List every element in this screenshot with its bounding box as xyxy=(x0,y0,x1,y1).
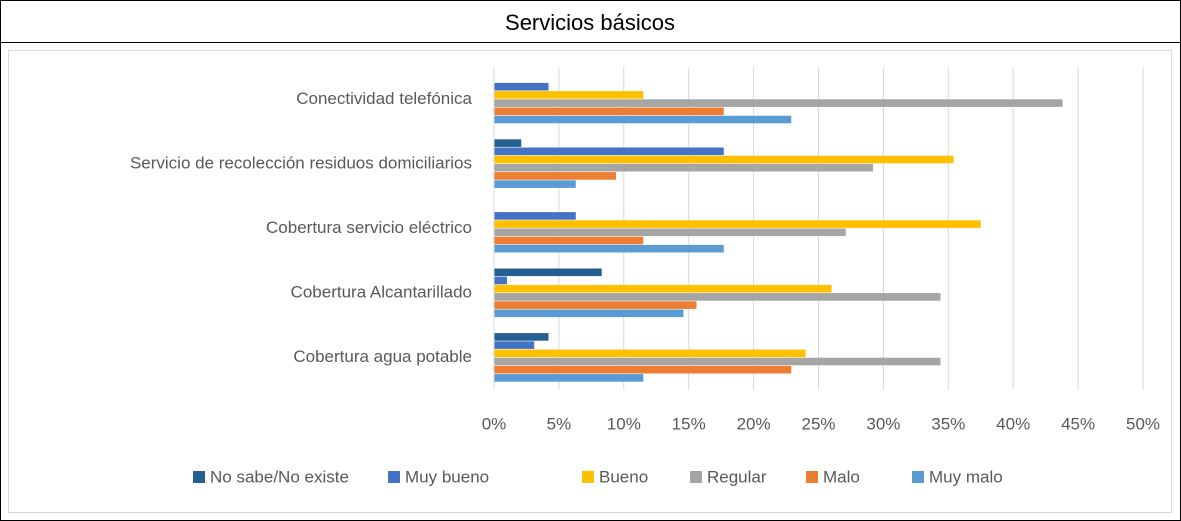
legend-label: Muy bueno xyxy=(405,467,489,486)
bar xyxy=(494,309,684,318)
x-tick-label: 25% xyxy=(801,414,835,433)
x-tick-label: 40% xyxy=(996,414,1030,433)
x-tick-label: 10% xyxy=(607,414,641,433)
legend-swatch xyxy=(193,471,205,483)
bar xyxy=(494,212,576,220)
bar xyxy=(494,155,954,164)
bar xyxy=(494,284,832,293)
bar xyxy=(494,244,724,253)
bar xyxy=(494,147,724,156)
bar xyxy=(494,180,576,188)
legend-swatch xyxy=(690,471,702,483)
bar xyxy=(494,139,522,147)
chart-title: Servicios básicos xyxy=(505,10,675,35)
bar xyxy=(494,115,792,124)
x-tick-label: 30% xyxy=(866,414,900,433)
bar xyxy=(494,91,644,99)
x-tick-label: 20% xyxy=(737,414,771,433)
legend-swatch xyxy=(912,471,924,483)
legend-swatch xyxy=(582,471,594,483)
bar xyxy=(494,276,507,285)
legend-swatch xyxy=(388,471,400,483)
bar xyxy=(494,357,941,366)
bar xyxy=(494,82,549,91)
legend-label: Malo xyxy=(823,467,860,486)
bar xyxy=(494,172,617,180)
bar xyxy=(494,333,549,341)
bar xyxy=(494,293,941,301)
legend-label: No sabe/No existe xyxy=(210,467,349,486)
x-tick-label: 5% xyxy=(547,414,572,433)
bar xyxy=(494,301,697,309)
bar xyxy=(494,374,644,382)
bar xyxy=(494,163,874,172)
legend-label: Bueno xyxy=(599,467,648,486)
y-tick-label: Cobertura agua potable xyxy=(293,347,472,366)
bar xyxy=(494,349,806,358)
x-tick-label: 35% xyxy=(931,414,965,433)
bar xyxy=(494,268,602,277)
x-tick-label: 45% xyxy=(1061,414,1095,433)
y-tick-label: Cobertura servicio eléctrico xyxy=(266,218,472,237)
bar xyxy=(494,236,644,245)
bar xyxy=(494,107,724,116)
bar xyxy=(494,341,535,349)
bar xyxy=(494,220,981,228)
legend-label: Regular xyxy=(707,467,767,486)
y-tick-label: Servicio de recolección residuos domicil… xyxy=(130,153,472,172)
x-tick-label: 0% xyxy=(482,414,507,433)
x-tick-label: 50% xyxy=(1126,414,1160,433)
legend-label: Muy malo xyxy=(929,467,1003,486)
bar xyxy=(494,228,846,237)
y-tick-label: Conectividad telefónica xyxy=(296,89,472,108)
x-tick-label: 15% xyxy=(672,414,706,433)
legend-swatch xyxy=(806,471,818,483)
bar xyxy=(494,99,1063,107)
bar xyxy=(494,365,792,374)
y-tick-label: Cobertura Alcantarillado xyxy=(291,283,472,302)
plot-frame xyxy=(8,50,1172,513)
